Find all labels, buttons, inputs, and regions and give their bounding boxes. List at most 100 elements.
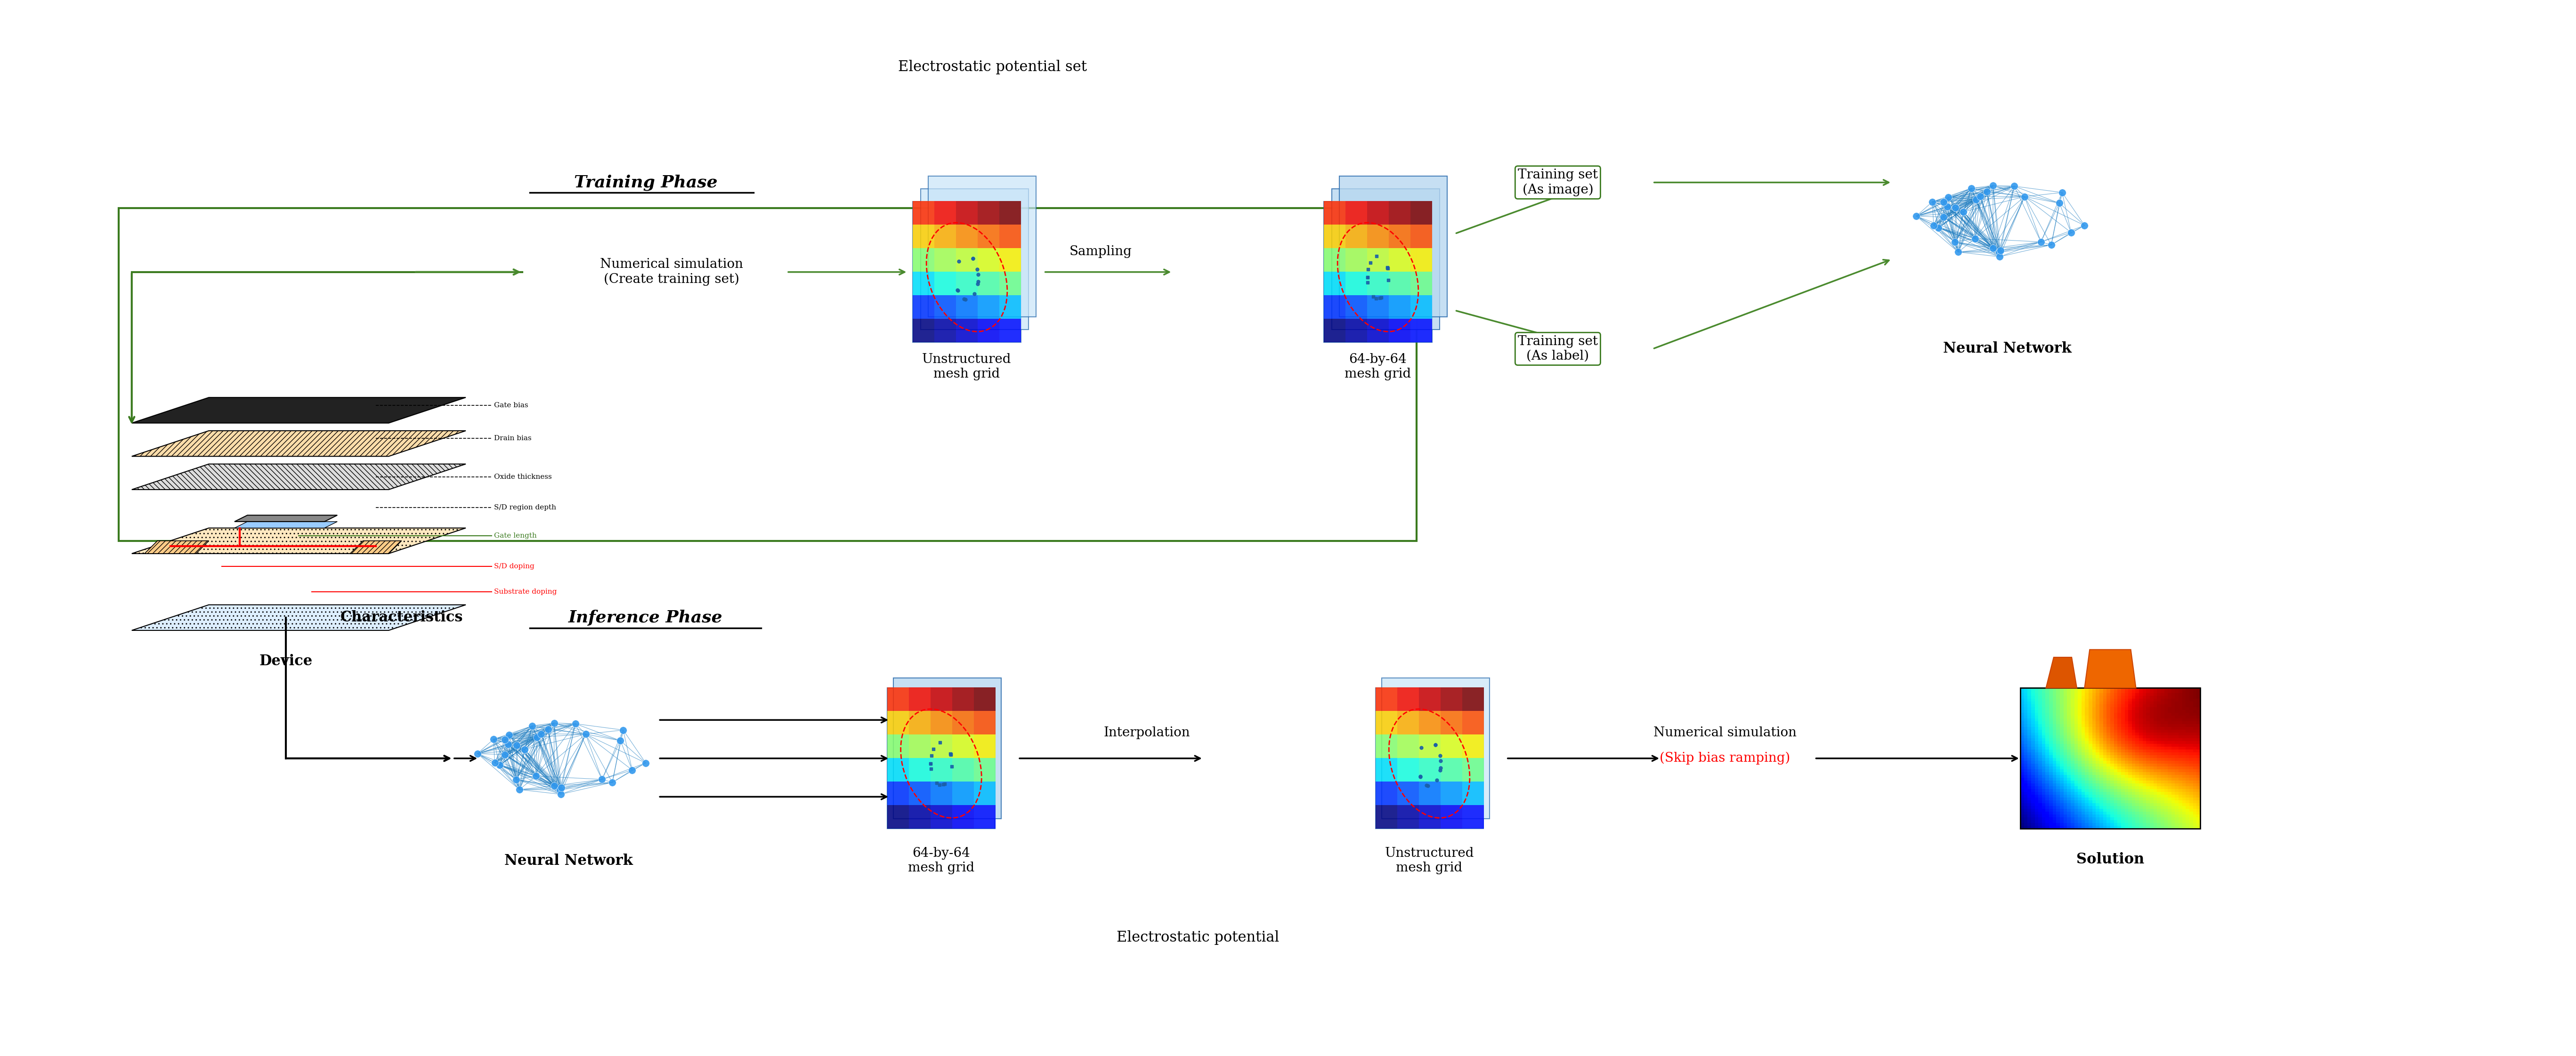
Bar xyxy=(1332,189,1440,329)
Point xyxy=(1924,193,1965,210)
Bar xyxy=(886,687,994,829)
Text: Unstructured
mesh grid: Unstructured mesh grid xyxy=(922,353,1012,380)
Bar xyxy=(118,208,1417,541)
Text: (Skip bias ramping): (Skip bias ramping) xyxy=(1659,752,1790,765)
Bar xyxy=(1324,202,1432,342)
Point xyxy=(500,781,541,798)
Text: Device: Device xyxy=(260,654,312,668)
Point xyxy=(541,779,582,796)
Text: Numerical simulation
(Create training set): Numerical simulation (Create training se… xyxy=(600,259,742,286)
Point xyxy=(1914,216,1955,233)
Text: Numerical simulation: Numerical simulation xyxy=(1654,727,1795,739)
Point xyxy=(2030,237,2071,253)
Text: Training Phase: Training Phase xyxy=(574,174,716,190)
Point xyxy=(611,761,652,778)
Point xyxy=(515,768,556,785)
Bar xyxy=(1376,687,1484,829)
Point xyxy=(603,721,644,738)
Point xyxy=(1950,180,1991,196)
Text: Neural Network: Neural Network xyxy=(1942,341,2071,356)
Point xyxy=(592,774,634,791)
Polygon shape xyxy=(131,431,466,456)
Text: Unstructured
mesh grid: Unstructured mesh grid xyxy=(1386,847,1473,874)
Bar xyxy=(894,678,1002,818)
Point xyxy=(456,746,497,762)
Text: Electrostatic potential set: Electrostatic potential set xyxy=(899,60,1087,75)
Point xyxy=(554,715,595,732)
Point xyxy=(1919,220,1960,237)
Point xyxy=(626,754,667,771)
Point xyxy=(1955,191,1996,208)
Point xyxy=(1973,177,2014,194)
Text: 64-by-64
mesh grid: 64-by-64 mesh grid xyxy=(907,847,974,874)
Text: S/D doping: S/D doping xyxy=(495,563,533,569)
Text: Electrostatic potential: Electrostatic potential xyxy=(1118,930,1280,945)
Point xyxy=(2040,184,2081,201)
Text: Drain bias: Drain bias xyxy=(495,435,531,441)
Point xyxy=(1927,199,1968,215)
Point xyxy=(484,747,526,763)
Point xyxy=(520,725,562,742)
Point xyxy=(564,725,605,742)
Bar xyxy=(920,189,1028,329)
Point xyxy=(1978,248,2020,265)
Text: Gate length: Gate length xyxy=(495,532,536,539)
Point xyxy=(474,731,515,748)
Point xyxy=(505,741,546,758)
Point xyxy=(1942,204,1984,221)
Text: Substrate doping: Substrate doping xyxy=(495,588,556,596)
Polygon shape xyxy=(234,515,337,522)
Bar xyxy=(912,202,1020,342)
Text: Training set
(As image): Training set (As image) xyxy=(1517,169,1597,196)
Bar xyxy=(2020,687,2200,829)
Polygon shape xyxy=(2084,649,2136,687)
Point xyxy=(1994,177,2035,194)
Text: S/D region depth: S/D region depth xyxy=(495,504,556,511)
Text: Inference Phase: Inference Phase xyxy=(569,609,724,625)
Polygon shape xyxy=(234,522,337,528)
Bar xyxy=(1340,176,1448,317)
Point xyxy=(2004,188,2045,205)
Bar xyxy=(1381,678,1489,818)
Point xyxy=(533,777,574,794)
Polygon shape xyxy=(131,605,466,630)
Point xyxy=(600,732,641,749)
Point xyxy=(515,729,556,746)
Point xyxy=(1911,193,1953,210)
Point xyxy=(2050,224,2092,241)
Text: Training set
(As label): Training set (As label) xyxy=(1517,335,1597,362)
Bar xyxy=(927,176,1036,317)
Point xyxy=(1935,200,1976,216)
Point xyxy=(474,754,515,771)
Point xyxy=(1981,242,2022,259)
Point xyxy=(538,781,580,798)
Point xyxy=(484,731,526,748)
Point xyxy=(1960,188,2002,205)
Polygon shape xyxy=(2045,657,2076,687)
Polygon shape xyxy=(131,397,466,423)
Point xyxy=(1973,240,2014,257)
Text: Sampling: Sampling xyxy=(1069,245,1131,258)
Point xyxy=(497,737,538,754)
Point xyxy=(582,771,623,788)
Point xyxy=(2063,216,2105,233)
Point xyxy=(541,786,582,803)
Point xyxy=(489,727,531,743)
Point xyxy=(1927,189,1968,206)
Point xyxy=(1896,208,1937,225)
Point xyxy=(528,721,569,738)
Point xyxy=(479,757,520,774)
Point xyxy=(1937,244,1978,261)
Point xyxy=(533,715,574,732)
Polygon shape xyxy=(350,541,402,553)
Text: Gate bias: Gate bias xyxy=(495,402,528,409)
Text: Oxide thickness: Oxide thickness xyxy=(495,473,551,480)
Text: Interpolation: Interpolation xyxy=(1103,727,1190,739)
Point xyxy=(2020,233,2061,250)
Point xyxy=(1924,209,1965,226)
Point xyxy=(1935,233,1976,250)
Text: Neural Network: Neural Network xyxy=(505,853,634,868)
Polygon shape xyxy=(131,528,466,553)
Point xyxy=(2038,194,2079,211)
Point xyxy=(1978,244,2020,261)
